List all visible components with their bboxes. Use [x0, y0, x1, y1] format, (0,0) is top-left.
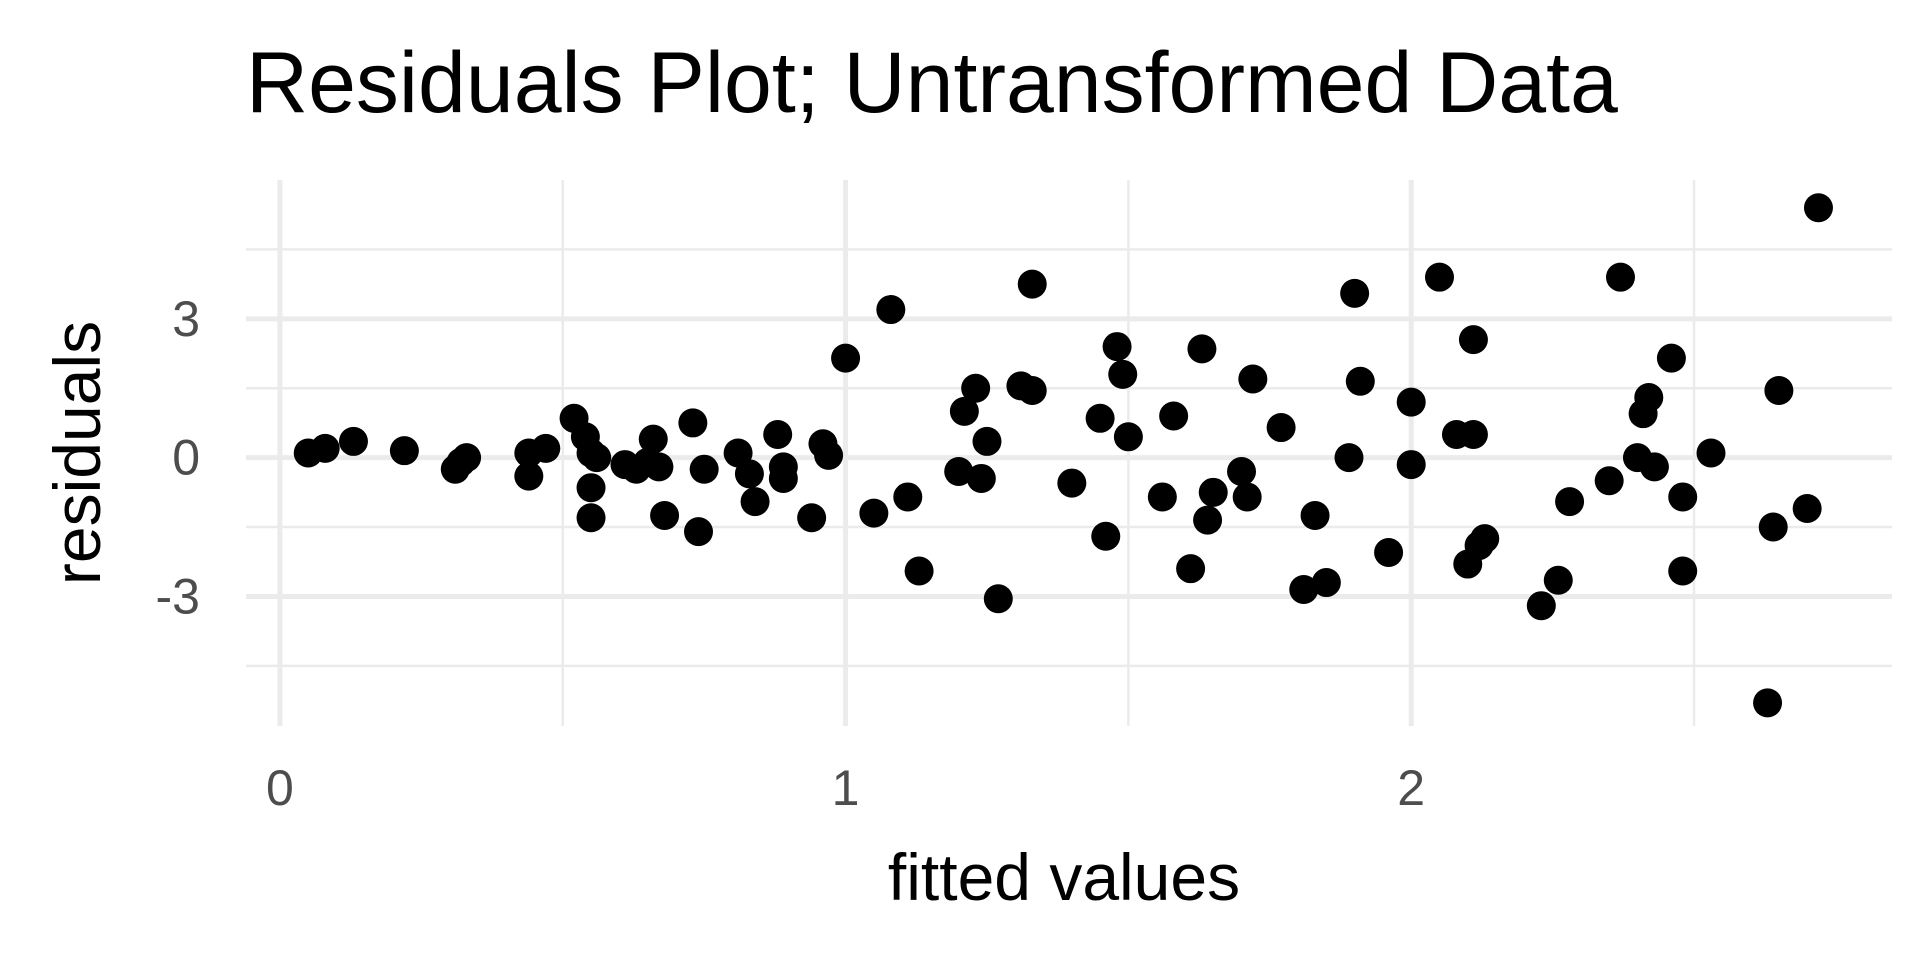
data-point	[949, 396, 979, 426]
data-point	[1227, 457, 1257, 487]
data-point	[983, 584, 1013, 614]
y-tick-label: -3	[156, 568, 200, 624]
chart-title: Residuals Plot; Untransformed Data	[246, 35, 1618, 131]
y-axis-label: residuals	[40, 321, 114, 585]
data-point	[1300, 500, 1330, 530]
data-point	[797, 503, 827, 533]
data-point	[1017, 376, 1047, 406]
data-point	[1340, 278, 1370, 308]
data-point	[1113, 422, 1143, 452]
data-point	[1311, 568, 1341, 598]
data-point	[1792, 494, 1822, 524]
data-point	[644, 452, 674, 482]
data-point	[944, 457, 974, 487]
data-point	[338, 426, 368, 456]
data-point	[1334, 443, 1364, 473]
tick-labels: 0 1 2 -3 0 3	[156, 291, 1426, 816]
data-point	[1458, 419, 1488, 449]
x-tick-label: 2	[1397, 760, 1425, 816]
data-point	[1147, 482, 1177, 512]
data-point	[893, 482, 923, 512]
data-point	[1159, 401, 1189, 431]
data-point	[1470, 524, 1500, 554]
data-point	[814, 440, 844, 470]
data-point	[1668, 482, 1698, 512]
data-point	[1764, 376, 1794, 406]
data-point	[768, 463, 798, 493]
data-point	[1605, 262, 1635, 292]
data-point	[1424, 262, 1454, 292]
data-point	[1238, 364, 1268, 394]
data-point	[1396, 387, 1426, 417]
data-point	[961, 373, 991, 403]
data-point	[1345, 366, 1375, 396]
data-point	[678, 408, 708, 438]
data-point	[1057, 468, 1087, 498]
data-point	[576, 473, 606, 503]
data-point	[1753, 688, 1783, 718]
data-point	[859, 498, 889, 528]
data-point	[1102, 332, 1132, 362]
data-point	[582, 443, 612, 473]
data-point	[1758, 512, 1788, 542]
data-point	[1634, 382, 1664, 412]
data-point	[1594, 466, 1624, 496]
data-point	[576, 503, 606, 533]
data-point	[1543, 565, 1573, 595]
data-point	[1187, 334, 1217, 364]
data-point	[1108, 359, 1138, 389]
data-point	[689, 454, 719, 484]
data-point	[531, 433, 561, 463]
data-point	[831, 343, 861, 373]
data-points	[293, 193, 1833, 718]
data-point	[1017, 269, 1047, 299]
data-point	[389, 436, 419, 466]
data-point	[1374, 537, 1404, 567]
x-tick-label: 0	[266, 760, 294, 816]
data-point	[1803, 193, 1833, 223]
data-point	[1198, 477, 1228, 507]
x-tick-label: 1	[832, 760, 860, 816]
data-point	[1555, 487, 1585, 517]
y-tick-label: 3	[172, 291, 200, 347]
data-point	[904, 556, 934, 586]
data-point	[1193, 505, 1223, 535]
data-point	[684, 517, 714, 547]
data-point	[1266, 413, 1296, 443]
data-point	[1091, 521, 1121, 551]
data-point	[452, 443, 482, 473]
data-point	[1668, 556, 1698, 586]
data-point	[1176, 554, 1206, 584]
data-point	[734, 459, 764, 489]
data-point	[1396, 450, 1426, 480]
x-axis-label: fitted values	[888, 840, 1240, 914]
data-point	[638, 424, 668, 454]
data-point	[1656, 343, 1686, 373]
data-point	[966, 463, 996, 493]
data-point	[1526, 591, 1556, 621]
data-point	[1639, 452, 1669, 482]
y-tick-label: 0	[172, 430, 200, 486]
data-point	[1289, 575, 1319, 604]
data-point	[1458, 325, 1488, 355]
data-point	[740, 487, 770, 517]
data-point	[310, 433, 340, 463]
data-point	[1085, 403, 1115, 433]
data-point	[1696, 438, 1726, 468]
data-point	[1232, 482, 1262, 512]
data-point	[514, 461, 544, 491]
data-point	[972, 426, 1002, 456]
data-point	[763, 419, 793, 449]
data-point	[876, 295, 906, 325]
data-point	[650, 500, 680, 530]
